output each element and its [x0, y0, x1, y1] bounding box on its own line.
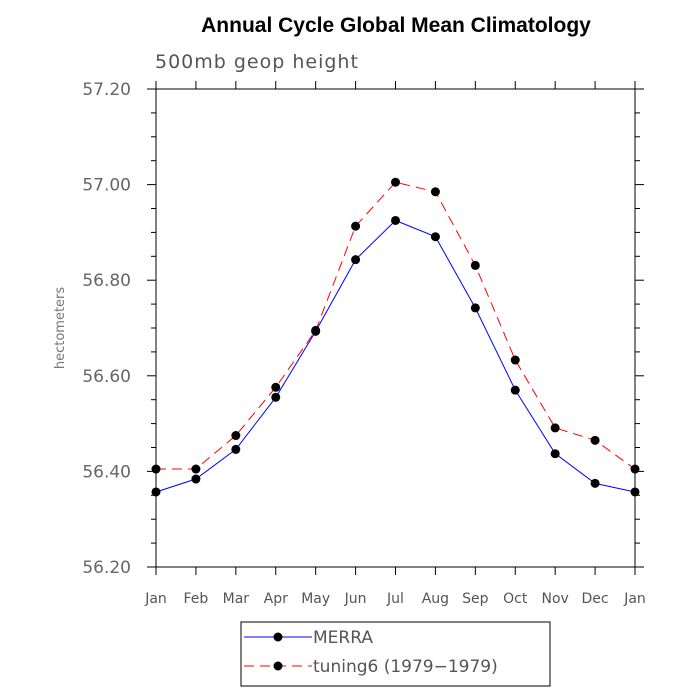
data-point-tuning6 [430, 187, 440, 197]
data-point-tuning6 [151, 464, 161, 474]
x-tick-label: Jan [623, 591, 646, 607]
series-line-merra [155, 219, 636, 493]
data-point-merra [391, 215, 400, 225]
series-layer [151, 177, 640, 497]
x-tick-label: Oct [503, 591, 528, 607]
x-tick-label: Sep [462, 591, 489, 607]
legend-label-tuning6: tuning6 (1979−1979) [313, 657, 498, 677]
data-point-merra [271, 392, 281, 402]
x-tick-label: Feb [184, 591, 209, 607]
legend-box [240, 621, 551, 687]
data-point-merra [510, 385, 520, 395]
x-tick-label: Jan [144, 591, 167, 607]
x-tick-label: May [301, 591, 330, 607]
data-point-tuning6 [271, 382, 281, 392]
x-tick-label: Jun [344, 591, 367, 607]
x-tick-label: Nov [542, 591, 569, 607]
data-point-tuning6 [191, 464, 201, 474]
chart-subtitle: 500mb geop height [155, 51, 359, 73]
chart-title: Annual Cycle Global Mean Climatology [201, 14, 591, 37]
data-point-merra [430, 232, 440, 242]
data-point-merra [351, 255, 361, 265]
x-tick-label: Dec [582, 591, 609, 607]
data-point-tuning6 [550, 423, 560, 433]
data-point-merra [590, 478, 600, 488]
y-axis-label: hectometers [53, 287, 68, 370]
y-tick-label: 57.20 [82, 80, 131, 100]
legend: MERRA tuning6 (1979−1979) [240, 621, 551, 687]
y-tick-label: 57.00 [82, 176, 131, 196]
y-tick-label: 56.80 [82, 271, 131, 291]
data-point-merra [550, 449, 560, 459]
data-point-tuning6 [510, 355, 520, 365]
data-point-merra [231, 444, 241, 454]
data-point-tuning6 [231, 431, 241, 441]
x-tick-label: Mar [223, 591, 250, 607]
x-tick-label: Aug [422, 591, 449, 607]
data-point-tuning6 [311, 325, 321, 335]
x-tick-label: Apr [264, 591, 288, 607]
data-point-merra [630, 487, 640, 497]
data-point-tuning6 [470, 260, 480, 270]
data-point-tuning6 [630, 464, 640, 474]
series-line-tuning6 [156, 181, 636, 470]
y-tick-label: 56.20 [82, 558, 131, 578]
axes-layer: 56.20 56.40 56.60 56.80 57.00 57.20 Jan Feb Mar A… [82, 80, 645, 607]
legend-marker-tuning6 [273, 661, 283, 671]
legend-label-merra: MERRA [313, 628, 373, 648]
data-point-merra [151, 487, 161, 497]
x-tick-label: Jul [386, 591, 404, 607]
data-point-tuning6 [351, 221, 361, 231]
data-point-tuning6 [391, 177, 400, 187]
data-point-merra [470, 303, 480, 313]
plot-frame [155, 88, 636, 568]
y-tick-label: 56.60 [82, 367, 131, 387]
legend-marker-merra [273, 632, 283, 642]
data-point-tuning6 [590, 435, 600, 445]
data-point-merra [191, 474, 201, 484]
y-tick-label: 56.40 [82, 462, 131, 482]
